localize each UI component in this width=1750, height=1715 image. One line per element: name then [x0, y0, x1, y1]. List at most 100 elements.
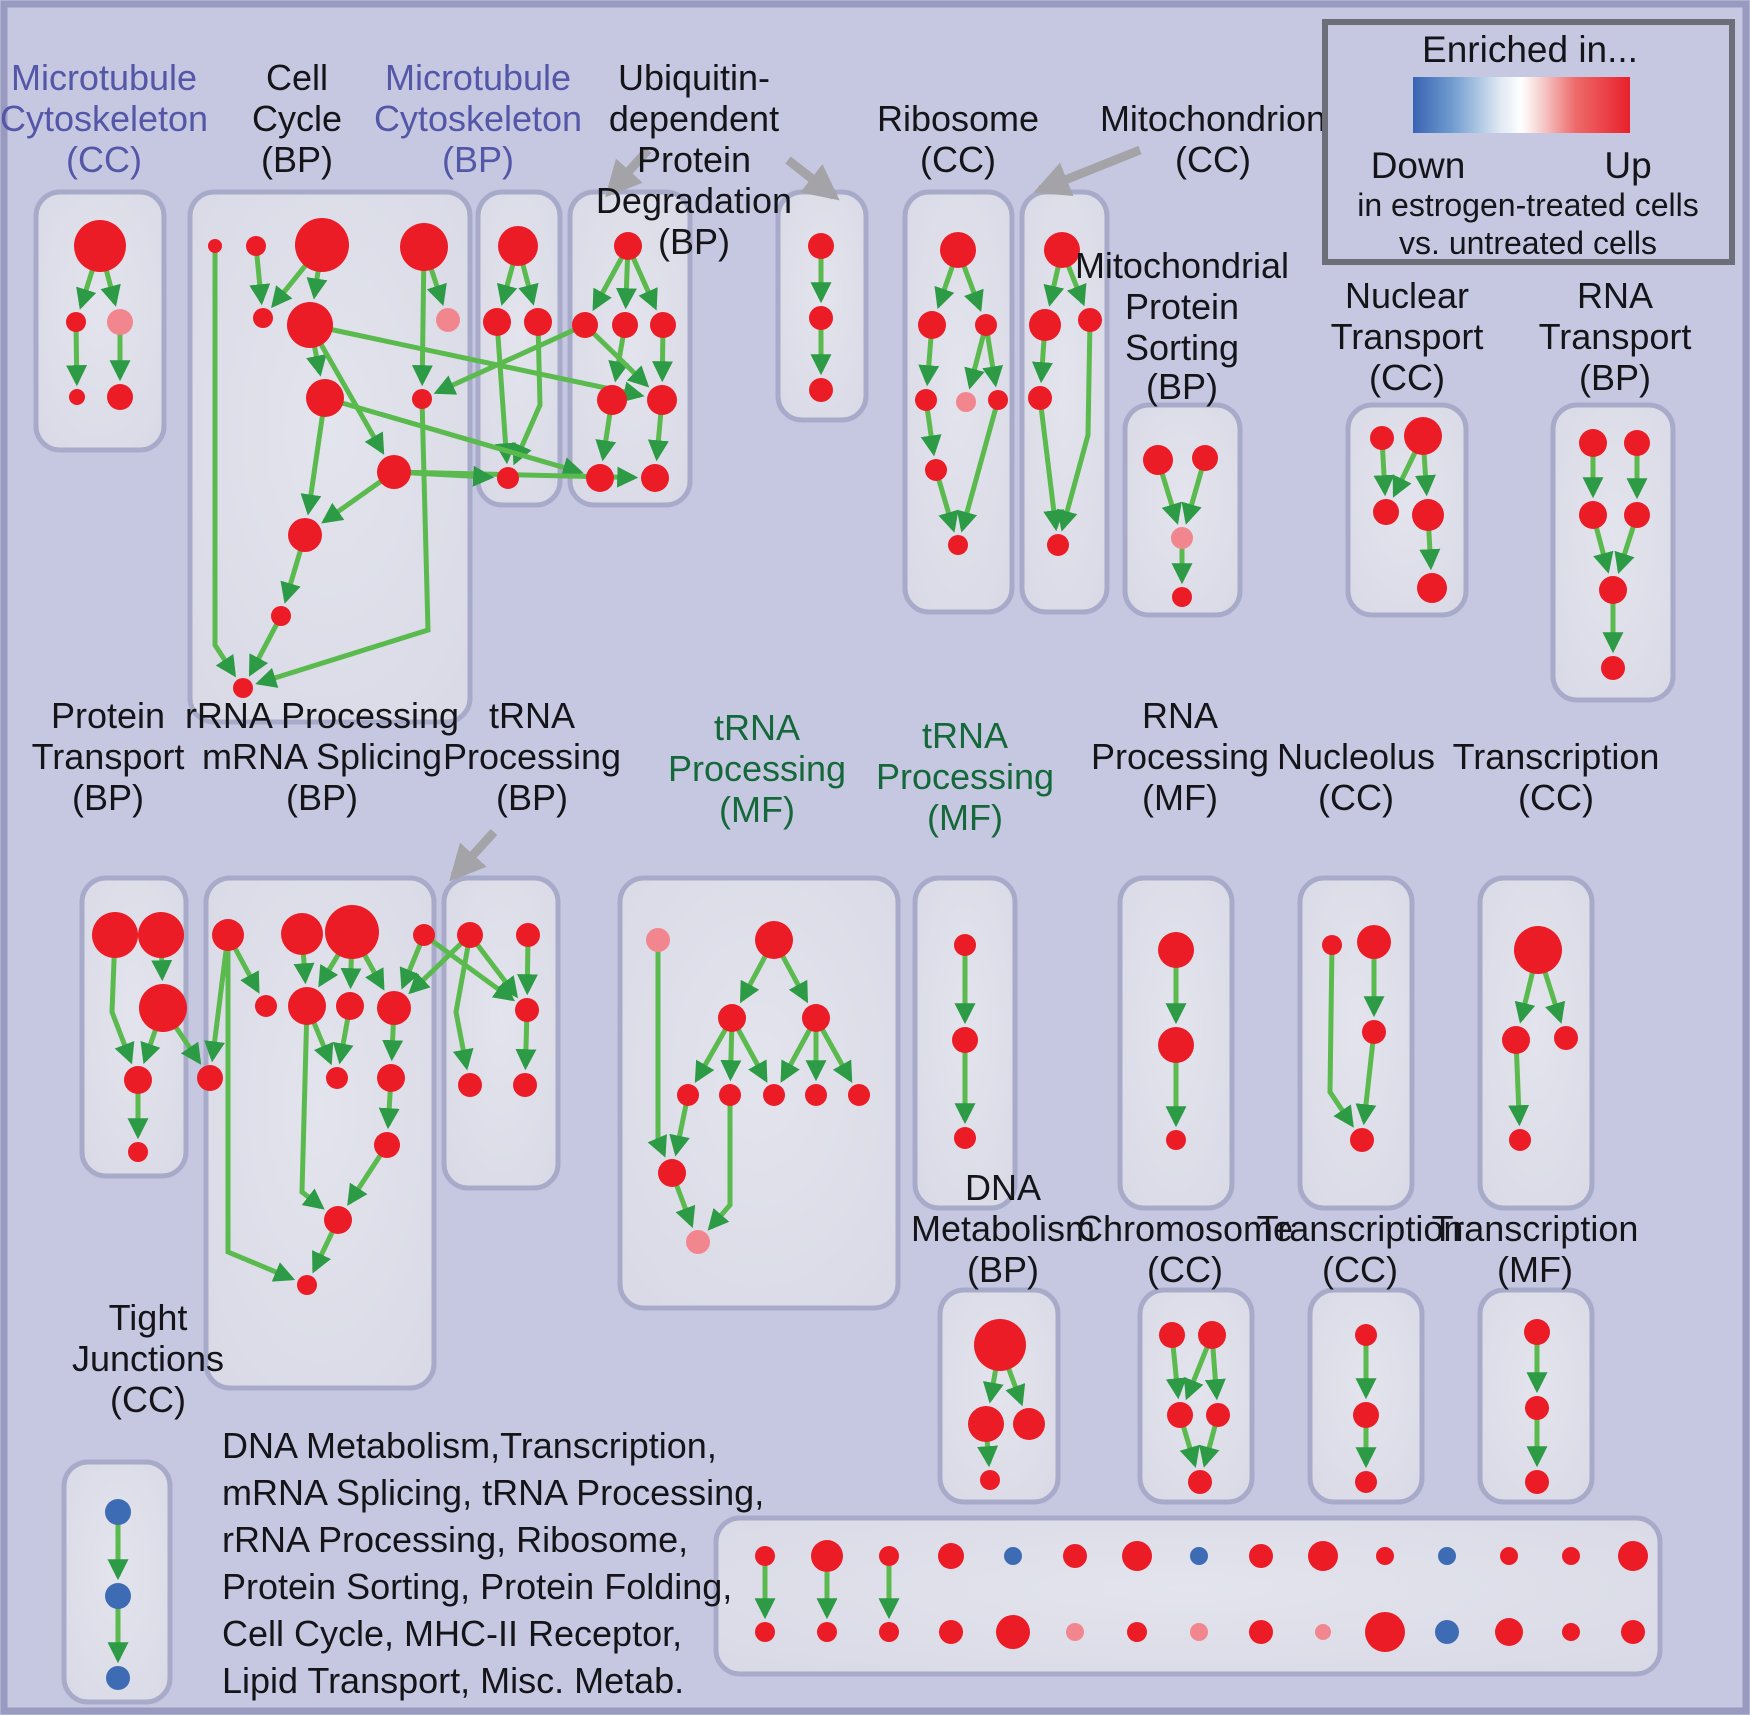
go-node-D1 [614, 232, 642, 260]
go-node-strip-top [1618, 1541, 1648, 1571]
go-node-I3 [1373, 499, 1399, 525]
go-node-I5 [1417, 573, 1447, 603]
edge-F6-F8 [956, 399, 1001, 533]
go-node-I1 [1370, 426, 1394, 450]
go-node-S2 [968, 1406, 1004, 1442]
dot-column-6 [1063, 1544, 1087, 1641]
edge-L6-L13 [299, 1005, 325, 1210]
cluster-label-transcription-cc-b: Transcription (CC) [1257, 1208, 1464, 1290]
go-node-strip-top [1562, 1547, 1580, 1565]
go-node-strip-top [1438, 1547, 1456, 1565]
go-node-strip-bottom [1066, 1623, 1084, 1641]
edge-Q3-Q4 [1355, 1031, 1377, 1126]
go-node-strip-top [755, 1546, 775, 1566]
edge-B8-B11 [300, 397, 328, 516]
cluster-label-line: (CC) [1369, 357, 1445, 398]
cluster-box-nucleolus [1297, 875, 1415, 1211]
go-node-L8 [377, 991, 411, 1025]
go-node-strip-top [1122, 1541, 1152, 1571]
dot-column-1 [754, 1546, 776, 1642]
cluster-box-mixed-terms-strip [713, 1515, 1663, 1677]
dot-column-11 [1365, 1547, 1405, 1652]
go-node-strip-bottom [1249, 1620, 1273, 1644]
dot-column-14 [1562, 1547, 1580, 1641]
cluster-label-line: Processing [443, 736, 621, 777]
go-node-N3 [718, 1004, 746, 1032]
cluster-label-line: DNA [965, 1167, 1041, 1208]
go-node-N7 [763, 1084, 785, 1106]
go-node-V1 [1524, 1319, 1550, 1345]
cluster-label-trna-processing-mf1: tRNA Processing (MF) [668, 707, 846, 830]
cluster-label-ribosome: Ribosome (CC) [877, 98, 1039, 180]
footnote-line: Cell Cycle, MHC-II Receptor, [222, 1613, 682, 1654]
go-node-F5 [956, 392, 976, 412]
go-node-L4 [413, 924, 435, 946]
cluster-label-line: (BP) [442, 139, 514, 180]
edge-N6-N11 [707, 1095, 733, 1231]
go-node-N11 [686, 1230, 710, 1254]
go-node-strip-top [1190, 1547, 1208, 1565]
dot-column-9 [1249, 1544, 1273, 1644]
go-node-F4 [915, 389, 937, 411]
go-node-I4 [1412, 499, 1444, 531]
go-node-O3 [954, 1127, 976, 1149]
footnote-line: rRNA Processing, Ribosome, [222, 1519, 688, 1560]
go-node-M4 [458, 1073, 482, 1097]
go-node-A4 [69, 389, 85, 405]
cluster-label-line: Chromosome [1077, 1208, 1293, 1249]
cluster-box-mito-protein-sorting [1122, 402, 1243, 618]
go-node-strip-top [1249, 1544, 1273, 1568]
cluster-label-line: Metabolism [911, 1208, 1095, 1249]
go-node-P2 [1158, 1027, 1194, 1063]
go-node-L6 [288, 987, 326, 1025]
go-node-L11 [197, 1065, 223, 1091]
cluster-label-dna-metabolism: DNA Metabolism (BP) [911, 1167, 1095, 1290]
go-node-B9 [412, 389, 432, 409]
cluster-label-line: (MF) [927, 797, 1003, 838]
go-node-D7 [586, 464, 614, 492]
go-node-D2 [572, 312, 598, 338]
legend-caption-2: vs. untreated cells [1399, 225, 1657, 261]
cluster-label-line: (MF) [1142, 777, 1218, 818]
cluster-label-line: tRNA [714, 707, 800, 748]
cluster-box-chromosome [1137, 1287, 1255, 1505]
pointer-arrows [449, 145, 1142, 882]
cluster-label-transcription-cc-a: Transcription (CC) [1453, 736, 1660, 818]
edge-K1-K4 [109, 934, 135, 1065]
go-node-B1 [208, 239, 222, 253]
go-node-E3 [809, 378, 833, 402]
cluster-box-rna-transport [1550, 402, 1676, 703]
dot-column-15 [1618, 1541, 1648, 1644]
pointer-arrow [1033, 145, 1142, 197]
go-node-M1 [457, 922, 483, 948]
go-node-N6 [719, 1084, 741, 1106]
go-node-K5 [128, 1142, 148, 1162]
go-node-V2 [1525, 1396, 1549, 1420]
go-node-strip-bottom [1365, 1612, 1405, 1652]
go-node-B10 [377, 455, 411, 489]
cluster-label-line: RNA [1577, 275, 1653, 316]
pointer-arrow [449, 828, 498, 882]
cluster-label-mitochondrion: Mitochondrion (CC) [1100, 98, 1326, 180]
go-node-B4 [400, 223, 448, 271]
cluster-label-line: (BP) [496, 777, 568, 818]
cluster-label-line: Junctions [72, 1338, 224, 1379]
footnote-line: Lipid Transport, Misc. Metab. [222, 1660, 684, 1701]
go-node-K4 [124, 1066, 152, 1094]
cluster-label-nucleolus: Nucleolus (CC) [1277, 736, 1435, 818]
go-node-L2 [281, 913, 323, 955]
go-node-W1 [105, 1499, 131, 1525]
cluster-label-microtubule-bp: Microtubule Cytoskeleton (BP) [374, 57, 582, 180]
go-node-J3 [1579, 501, 1607, 529]
go-node-L7 [336, 992, 364, 1020]
cluster-label-line: Transport [32, 736, 185, 777]
edge-D2-D6 [583, 323, 650, 388]
go-node-strip-top [811, 1540, 843, 1572]
cluster-label-line: dependent [609, 98, 779, 139]
go-node-G5 [1047, 534, 1069, 556]
go-node-strip-bottom [879, 1622, 899, 1642]
dot-column-13 [1495, 1547, 1523, 1646]
footnote-line: DNA Metabolism,Transcription, [222, 1425, 717, 1466]
cluster-label-line: Protein [51, 695, 165, 736]
